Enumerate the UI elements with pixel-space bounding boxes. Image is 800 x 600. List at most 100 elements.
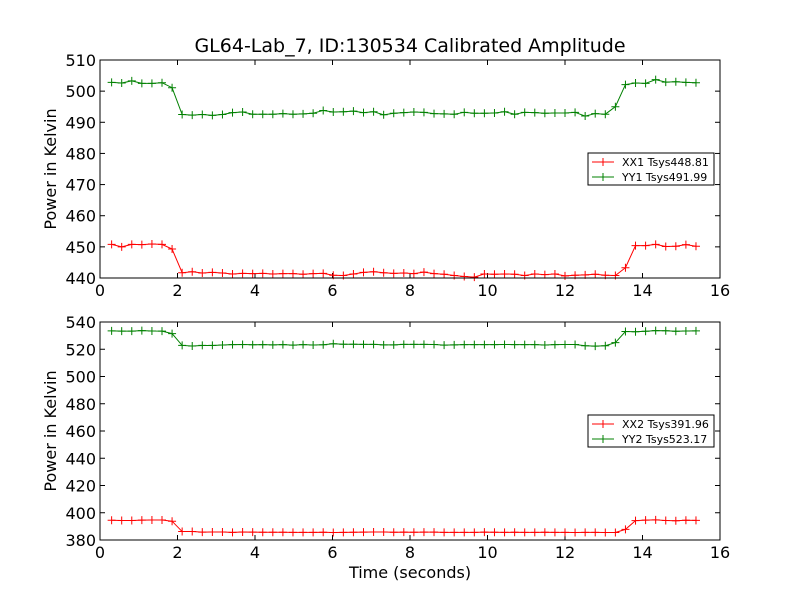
data-point [520, 528, 529, 537]
data-point [460, 528, 469, 537]
data-point [550, 269, 559, 278]
data-point [369, 267, 378, 276]
legend-entry: YY2 Tsys523.17 [621, 433, 707, 446]
data-point [460, 340, 469, 349]
data-point [339, 340, 348, 349]
data-point [208, 268, 217, 277]
data-point [379, 110, 388, 119]
x-tick-label: 16 [710, 281, 730, 300]
data-point [470, 109, 479, 118]
data-point [540, 341, 549, 350]
data-point [208, 527, 217, 536]
data-point [530, 108, 539, 117]
data-point [641, 241, 650, 250]
data-point [399, 528, 408, 537]
x-tick-label: 2 [172, 543, 182, 562]
data-point [681, 516, 690, 525]
data-point [691, 326, 700, 335]
data-point [490, 340, 499, 349]
data-point [561, 108, 569, 117]
data-point [107, 78, 116, 87]
data-point [550, 108, 559, 117]
data-point [127, 240, 136, 249]
data-point [500, 528, 509, 537]
y-tick-label: 440 [65, 269, 96, 288]
data-point [288, 528, 297, 537]
data-point [460, 108, 469, 117]
data-point [661, 78, 670, 87]
data-point [319, 269, 328, 278]
data-point [540, 528, 549, 537]
data-point [581, 341, 590, 350]
data-point [198, 341, 207, 350]
data-point [671, 242, 680, 251]
legend-marker [599, 173, 607, 181]
data-point [107, 326, 116, 335]
data-point [681, 78, 690, 87]
y-tick-label: 380 [65, 531, 96, 550]
data-point [681, 240, 690, 249]
legend-box [587, 414, 715, 448]
data-point [621, 525, 630, 534]
data-point [450, 340, 459, 349]
data-point [561, 340, 569, 349]
data-point [218, 527, 227, 536]
y-tick-label: 450 [65, 238, 96, 257]
data-point [399, 269, 408, 278]
legend-entry: XX2 Tsys391.96 [622, 418, 709, 431]
data-point [641, 327, 650, 336]
data-point [218, 110, 227, 119]
data-point [188, 267, 197, 276]
x-tick-label: 6 [327, 543, 337, 562]
data-point [107, 516, 116, 525]
y-tick-label: 480 [65, 144, 96, 163]
data-point [349, 340, 358, 349]
y-tick-label: 510 [65, 51, 96, 70]
y-tick-label: 490 [65, 113, 96, 132]
data-point [228, 340, 237, 349]
data-point [661, 516, 670, 525]
data-point [178, 527, 187, 536]
data-point [258, 269, 267, 278]
top-subplot: 0 2 4 6 8 10 12 14 16 440 450 460 470 480 490 500 510 Pow… [41, 51, 730, 300]
data-point [299, 270, 308, 279]
data-point [440, 270, 449, 279]
data-point [228, 528, 237, 537]
data-point [147, 240, 156, 249]
data-point [299, 109, 308, 118]
data-point [440, 341, 449, 350]
x-tick-label: 14 [632, 281, 652, 300]
data-point [168, 83, 177, 92]
data-point [268, 269, 277, 278]
data-point [288, 269, 297, 278]
data-point [278, 269, 287, 278]
data-point [470, 273, 479, 282]
data-point [319, 106, 328, 115]
data-point [621, 263, 630, 272]
data-point [147, 79, 156, 88]
data-point [530, 340, 539, 349]
data-point [379, 527, 388, 536]
data-point [409, 269, 418, 278]
data-point [389, 109, 398, 118]
data-point [158, 515, 166, 524]
data-point [268, 110, 277, 119]
data-point [178, 341, 187, 350]
data-point [500, 269, 509, 278]
y-tick-label: 480 [65, 395, 96, 414]
data-point [158, 78, 166, 87]
data-point [490, 270, 499, 279]
data-point [430, 340, 439, 349]
data-point [198, 110, 207, 119]
data-point [671, 516, 680, 525]
data-point [248, 340, 257, 349]
data-point [258, 340, 267, 349]
legend-marker [599, 420, 607, 428]
data-point [440, 528, 449, 537]
data-point [651, 515, 660, 524]
data-point [188, 111, 197, 120]
data-point [349, 269, 358, 278]
y-tick-label: 500 [65, 368, 96, 387]
data-point [631, 79, 640, 88]
data-point [198, 528, 207, 537]
